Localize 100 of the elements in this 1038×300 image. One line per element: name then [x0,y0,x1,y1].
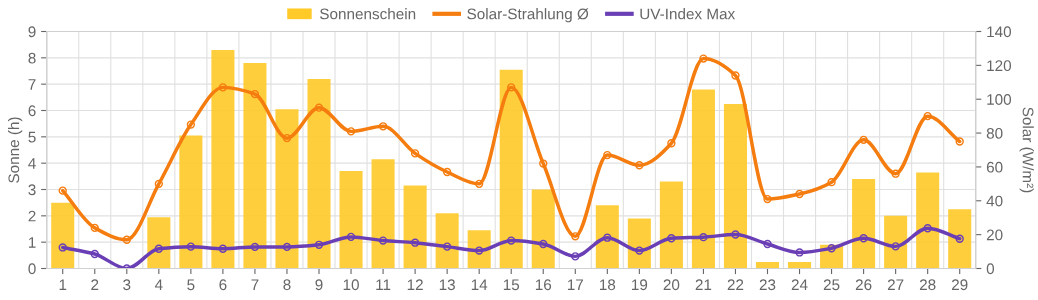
point [218,83,228,92]
x-tick-label: 26 [855,279,872,291]
x-tick-label: 13 [439,279,455,291]
point [250,89,260,99]
x-tick-label: 28 [919,279,936,291]
bar [371,159,395,269]
point [603,150,612,160]
x-tick-label: 29 [951,279,968,291]
bar [243,63,267,269]
x-tick-label: 27 [887,279,904,290]
point [346,127,356,136]
x-tick-label: 8 [283,279,291,291]
y2-tick-label: 100 [987,94,1012,105]
bar [531,189,555,269]
x-tick-label: 17 [567,279,584,290]
point [186,120,196,129]
bar [595,205,619,269]
legend-label: UV-Index Max [640,8,736,20]
point [122,235,131,244]
y2-tick-label: 0 [986,263,995,275]
point [571,232,580,241]
point [667,139,676,148]
y-tick-label: 6 [28,105,36,117]
point [475,179,484,189]
y2-tick-label: 80 [986,127,1003,139]
bar [884,215,908,269]
point [891,169,900,178]
x-tick-label: 18 [599,279,616,291]
bar [627,218,651,269]
bar [51,202,75,269]
x-tick-label: 25 [823,279,840,291]
x-tick-label: 1 [59,279,67,290]
point [154,179,163,189]
point [923,111,932,121]
x-tick-label: 24 [791,279,808,290]
y2-tick-label: 140 [987,26,1012,38]
x-tick-label: 22 [727,279,744,290]
x-tick-label: 4 [154,279,163,290]
legend-label: Solar-Strahlung Ø [467,8,589,23]
x-tick-label: 14 [471,279,488,290]
x-tick-label: 7 [251,279,259,290]
x-tick-label: 20 [663,279,680,291]
bar [179,135,203,269]
point [539,159,548,168]
x-tick-label: 3 [123,279,131,291]
x-tick-label: 6 [219,279,227,291]
y2-axis-title: Solar (W/m²) [1019,107,1034,193]
bar [435,213,459,269]
point [282,133,292,143]
point [90,223,99,233]
x-tick-label: 2 [91,279,99,290]
point [955,137,964,146]
y-axis-title: Sonne (h) [8,117,23,183]
bar [147,217,171,269]
legend-label: Sonnenschein [320,8,416,20]
point [699,54,708,63]
point [795,189,804,199]
bar [499,69,523,269]
bar [691,89,715,269]
point [378,122,388,131]
point [58,186,67,195]
line-series [58,54,964,244]
x-tick-label: 19 [632,279,648,291]
point [314,103,324,112]
bar [307,78,331,269]
point [507,83,516,92]
x-tick-label: 11 [376,279,391,290]
y-tick-label: 4 [28,158,36,169]
point [731,71,740,80]
y-tick-label: 2 [28,210,36,222]
x-tick-label: 21 [695,279,712,290]
bar [788,261,812,269]
bar [723,103,747,269]
point [859,135,868,145]
bar [659,181,683,269]
y-tick-label: 1 [28,237,36,248]
bar [339,171,363,269]
point [635,161,644,170]
y-tick-label: 0 [28,263,36,275]
x-tick-label: 15 [503,279,520,291]
bar [916,172,940,269]
y2-tick-label: 120 [987,60,1012,72]
bar [275,109,299,269]
y2-tick-label: 20 [986,229,1003,241]
bar [403,185,427,269]
x-tick-label: 10 [343,279,359,291]
bar [211,49,235,269]
x-tick-label: 23 [759,279,776,291]
y2-tick-label: 60 [986,161,1003,173]
point [827,177,836,187]
point [410,149,420,158]
point [763,194,772,204]
bar [948,209,972,269]
x-tick-label: 9 [315,279,323,291]
y-tick-label: 7 [28,79,36,90]
y2-tick-label: 40 [986,195,1003,207]
x-tick-label: 12 [407,279,423,290]
point [442,167,452,177]
bar [852,178,876,269]
y-tick-label: 5 [28,131,36,143]
